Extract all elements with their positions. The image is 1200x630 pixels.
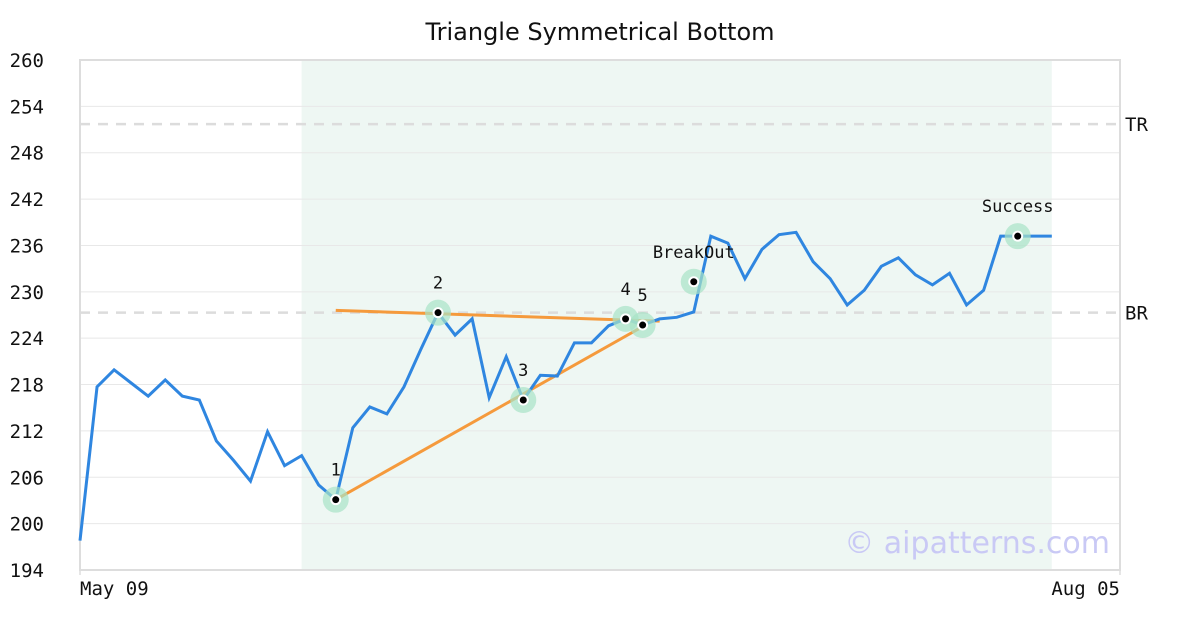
point-marker <box>620 313 632 325</box>
point-marker <box>517 394 529 406</box>
point-marker <box>688 276 700 288</box>
y-tick-label: 242 <box>10 189 44 211</box>
y-tick-label: 200 <box>10 514 44 536</box>
y-tick-label: 248 <box>10 143 44 165</box>
y-tick-label: 260 <box>10 50 44 72</box>
x-tick-label: Aug 05 <box>1051 578 1120 600</box>
point-label: 3 <box>518 361 528 381</box>
point-label: Success <box>982 197 1054 217</box>
y-tick-label: 218 <box>10 375 44 397</box>
point-marker <box>432 307 444 319</box>
point-label: 4 <box>620 280 630 300</box>
y-tick-label: 224 <box>10 328 44 350</box>
level-label: BR <box>1125 303 1148 325</box>
point-marker <box>330 494 342 506</box>
point-marker <box>1012 230 1024 242</box>
plot-border <box>79 59 1121 571</box>
trend-line <box>335 325 644 501</box>
watermark: © aipatterns.com <box>844 526 1110 561</box>
price-line <box>78 230 1052 541</box>
trend-line <box>335 308 660 323</box>
x-tick-label: May 09 <box>80 578 149 600</box>
y-tick-label: 254 <box>10 96 44 118</box>
level-label: TR <box>1125 114 1148 136</box>
point-label: BreakOut <box>653 243 735 263</box>
chart-title: Triangle Symmetrical Bottom <box>424 18 774 46</box>
pattern-shade <box>301 60 1052 570</box>
y-tick-label: 236 <box>10 235 44 257</box>
point-label: 1 <box>331 461 341 481</box>
point-label: 5 <box>637 286 647 306</box>
y-tick-label: 212 <box>10 421 44 443</box>
point-label: 2 <box>433 274 443 294</box>
y-tick-label: 230 <box>10 282 44 304</box>
y-tick-label: 206 <box>10 467 44 489</box>
point-marker <box>637 319 649 331</box>
y-tick-label: 194 <box>10 560 44 582</box>
